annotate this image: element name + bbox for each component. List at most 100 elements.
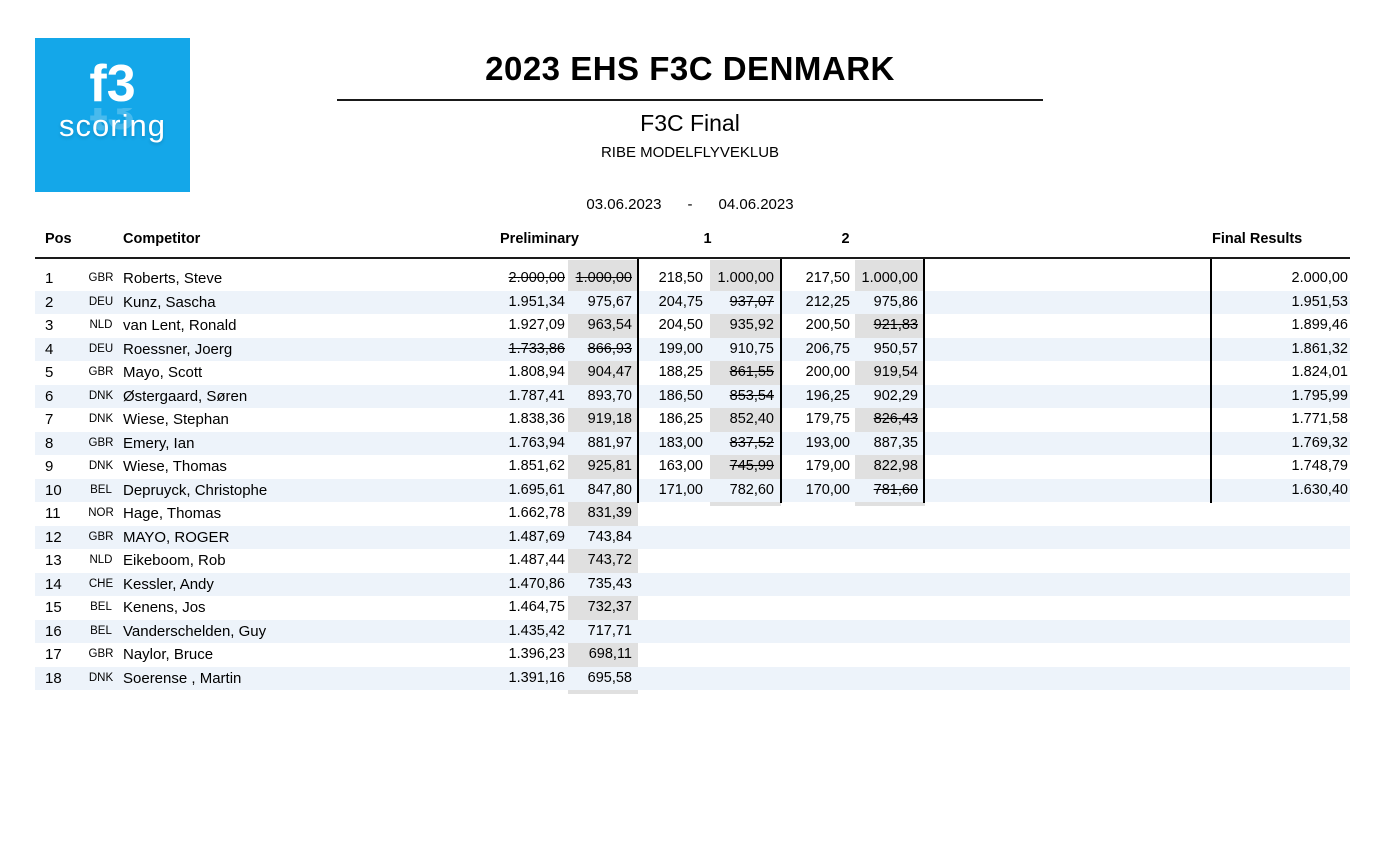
competitor-name-cell: Wiese, Stephan: [123, 411, 229, 428]
logo-scoring-text: scoring: [59, 108, 166, 143]
round2-raw-cell: 200,50: [805, 317, 850, 333]
preliminary-raw-cell: 1.435,42: [508, 622, 565, 639]
pos-cell: 9: [45, 458, 54, 475]
preliminary-score-cell: 919,18: [587, 411, 632, 427]
table-body: 1 GBR Roberts, Steve 2.000,00 1.000,00 218,50…: [35, 267, 1350, 690]
preliminary-raw-cell: 1.470,86: [508, 575, 565, 592]
event-dates: 03.06.2023 - 04.06.2023: [337, 196, 1043, 213]
preliminary-raw-cell: 2.000,00: [508, 270, 565, 286]
preliminary-raw-cell: 1.851,62: [508, 458, 565, 474]
final-results-cell: 1.861,32: [1291, 340, 1348, 357]
pos-cell: 6: [45, 387, 54, 405]
competitor-name-cell: van Lent, Ronald: [123, 317, 237, 334]
table-row: 11 NOR Hage, Thomas 1.662,78 831,39: [35, 502, 1350, 526]
header-rule: [35, 257, 1350, 259]
col-header-competitor: Competitor: [123, 231, 201, 247]
table-row: 4 DEU Roessner, Joerg 1.733,86 866,93 199,00 9…: [35, 337, 1350, 361]
round2-score-cell: 822,98: [873, 458, 918, 474]
country-cell: DNK: [88, 671, 114, 684]
table-row: 15 BEL Kenens, Jos 1.464,75 732,37: [35, 596, 1350, 620]
final-results-cell: 1.769,32: [1291, 434, 1348, 451]
country-cell: NLD: [89, 554, 113, 566]
final-results-cell: 2.000,00: [1291, 270, 1348, 286]
col-header-round1: 1: [703, 231, 712, 247]
preliminary-raw-cell: 1.396,23: [508, 646, 565, 662]
competitor-name-cell: Kunz, Sascha: [123, 293, 216, 311]
table-row: 13 NLD Eikeboom, Rob 1.487,44 743,72: [35, 549, 1350, 573]
title-underline: [337, 99, 1043, 101]
table-row: 7 DNK Wiese, Stephan 1.838,36 919,18 186,25 85…: [35, 408, 1350, 432]
round2-score-cell: 1.000,00: [861, 270, 918, 286]
preliminary-raw-cell: 1.695,61: [508, 481, 565, 498]
pos-cell: 15: [45, 599, 62, 616]
competitor-name-cell: Roessner, Joerg: [123, 340, 233, 358]
preliminary-score-cell: 735,43: [587, 575, 632, 592]
final-results-cell: 1.630,40: [1291, 481, 1348, 498]
preliminary-raw-cell: 1.391,16: [508, 669, 565, 686]
country-cell: DNK: [88, 389, 114, 402]
logo-f3-text: f3: [89, 55, 136, 113]
round1-score-cell: 861,55: [729, 364, 774, 380]
preliminary-score-cell: 698,11: [588, 646, 632, 662]
country-cell: GBR: [88, 272, 114, 284]
competitor-name-cell: Østergaard, Søren: [123, 387, 248, 405]
country-cell: DNK: [88, 413, 114, 425]
preliminary-raw-cell: 1.733,86: [508, 340, 565, 357]
pos-cell: 14: [45, 575, 62, 593]
final-results-cell: 1.771,58: [1291, 411, 1348, 427]
round1-raw-cell: 186,25: [658, 411, 703, 427]
preliminary-raw-cell: 1.464,75: [508, 599, 565, 615]
round1-score-cell: 852,40: [729, 411, 774, 427]
preliminary-score-cell: 925,81: [587, 458, 632, 474]
competitor-name-cell: Kessler, Andy: [123, 575, 214, 593]
pos-cell: 16: [45, 622, 62, 640]
round1-raw-cell: 204,75: [658, 293, 703, 310]
table-row: 5 GBR Mayo, Scott 1.808,94 904,47 188,25 861,5…: [35, 361, 1350, 385]
round1-score-cell: 937,07: [729, 293, 774, 310]
country-cell: GBR: [88, 366, 114, 378]
preliminary-raw-cell: 1.487,69: [508, 528, 565, 545]
table-row: 16 BEL Vanderschelden, Guy 1.435,42 717,71: [35, 619, 1350, 643]
final-results-cell: 1.824,01: [1291, 364, 1348, 380]
round2-raw-cell: 179,00: [805, 458, 850, 474]
table-row: 6 DNK Østergaard, Søren 1.787,41 893,70 186,5…: [35, 384, 1350, 408]
pos-cell: 11: [45, 505, 61, 522]
date-from: 03.06.2023: [586, 196, 662, 213]
pos-cell: 10: [45, 481, 62, 499]
pos-cell: 12: [45, 528, 62, 546]
table-row: 9 DNK Wiese, Thomas 1.851,62 925,81 163,00 745…: [35, 455, 1350, 479]
competitor-name-cell: Wiese, Thomas: [123, 458, 227, 475]
competitor-name-cell: Soerense , Martin: [123, 669, 242, 687]
round2-raw-cell: 206,75: [805, 340, 850, 357]
pos-cell: 7: [45, 411, 54, 428]
preliminary-score-cell: 743,72: [587, 552, 632, 568]
results-table: Pos Competitor Preliminary 1 2 Final Res…: [35, 226, 1350, 706]
round2-raw-cell: 193,00: [805, 434, 850, 451]
round1-score-cell: 853,54: [729, 387, 774, 404]
country-cell: GBR: [88, 648, 114, 660]
competitor-name-cell: MAYO, ROGER: [123, 528, 230, 546]
final-results-column-divider: [1210, 259, 1212, 503]
preliminary-score-cell: 717,71: [587, 622, 632, 639]
round2-score-cell: 950,57: [873, 340, 918, 357]
preliminary-score-cell: 893,70: [587, 387, 632, 404]
round1-raw-cell: 171,00: [658, 481, 703, 498]
col-header-round2: 2: [841, 231, 850, 247]
competitor-name-cell: Depruyck, Christophe: [123, 481, 268, 499]
country-cell: GBR: [88, 530, 114, 543]
table-row: 1 GBR Roberts, Steve 2.000,00 1.000,00 218,50…: [35, 267, 1350, 291]
table-header: Pos Competitor Preliminary 1 2 Final Res…: [35, 226, 1350, 257]
page-title: 2023 EHS F3C DENMARK: [485, 50, 895, 87]
country-cell: DEU: [88, 342, 114, 355]
round2-raw-cell: 179,75: [805, 411, 850, 427]
round1-score-cell: 910,75: [729, 340, 774, 357]
competitor-name-cell: Mayo, Scott: [123, 364, 203, 381]
preliminary-score-cell: 732,37: [587, 599, 632, 615]
col-header-final-results: Final Results: [1212, 231, 1303, 247]
round1-score-cell: 1.000,00: [717, 270, 774, 286]
preliminary-score-cell: 743,84: [587, 528, 632, 545]
preliminary-score-cell: 847,80: [587, 481, 632, 498]
preliminary-score-cell: 695,58: [587, 669, 632, 686]
table-row: 8 GBR Emery, Ian 1.763,94 881,97 183,00 837,52…: [35, 431, 1350, 455]
round2-score-cell: 919,54: [873, 364, 918, 380]
